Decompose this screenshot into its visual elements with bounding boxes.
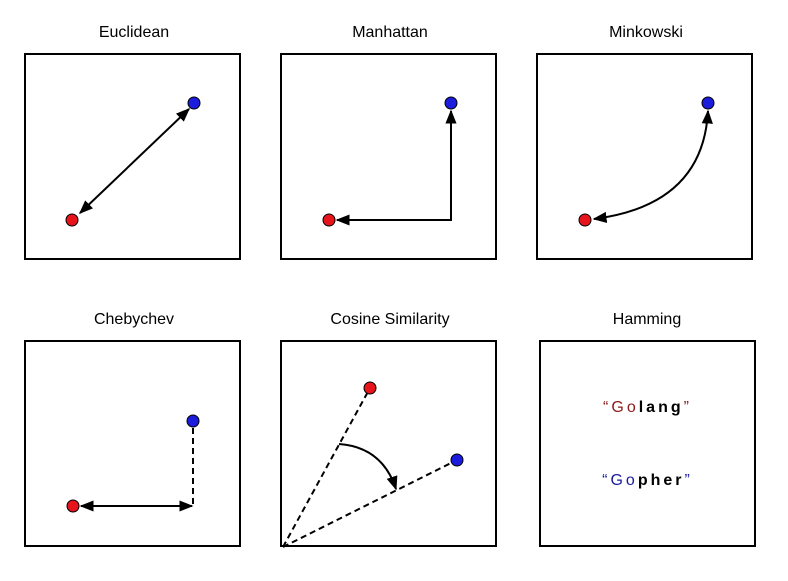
vector-to-blue-point (282, 459, 458, 548)
cosine-similarity-panel (280, 340, 497, 548)
red-point (65, 213, 79, 227)
char-diff: l (638, 399, 647, 416)
char-match: o (625, 472, 638, 489)
red-point (66, 499, 80, 513)
char-diff: h (650, 472, 664, 489)
red-point (322, 213, 336, 227)
manhattan-title: Manhattan (352, 24, 428, 41)
minkowski-title: Minkowski (609, 24, 683, 41)
char-diff: a (646, 399, 659, 416)
blue-point (444, 96, 458, 110)
manhattan-panel (280, 53, 497, 260)
open-quote: “ (602, 472, 611, 489)
cosine-similarity-title: Cosine Similarity (330, 311, 450, 328)
minkowski-panel (536, 53, 753, 260)
manhattan-distance-path (335, 109, 457, 226)
close-quote: ” (684, 472, 693, 489)
euclidean-panel (24, 53, 241, 260)
hamming-title: Hamming (612, 311, 682, 328)
angle-arc-arrow (338, 443, 398, 491)
blue-point (450, 453, 464, 467)
red-point (363, 381, 377, 395)
close-quote: ” (683, 399, 692, 416)
char-match: G (610, 472, 626, 489)
hamming-panel: “Golang” “Gopher” (539, 340, 756, 547)
char-diff: n (658, 399, 671, 416)
hamming-word-golang: “Golang” (541, 399, 754, 417)
char-diff: r (675, 472, 685, 489)
char-diff: p (637, 472, 651, 489)
char-diff: g (670, 399, 684, 416)
blue-point (186, 414, 200, 428)
char-match: o (626, 399, 639, 416)
hamming-word-gopher: “Gopher” (541, 472, 754, 490)
char-match: G (611, 399, 627, 416)
chebychev-title: Chebychev (93, 311, 175, 328)
open-quote: “ (603, 399, 612, 416)
minkowski-distance-curve (592, 109, 713, 223)
blue-point (187, 96, 201, 110)
euclidean-title: Euclidean (98, 24, 170, 41)
char-diff: e (663, 472, 676, 489)
chebychev-panel (24, 340, 241, 547)
blue-point (701, 96, 715, 110)
euclidean-distance-arrow (78, 108, 191, 214)
red-point (578, 213, 592, 227)
vector-to-red-point (282, 387, 371, 548)
